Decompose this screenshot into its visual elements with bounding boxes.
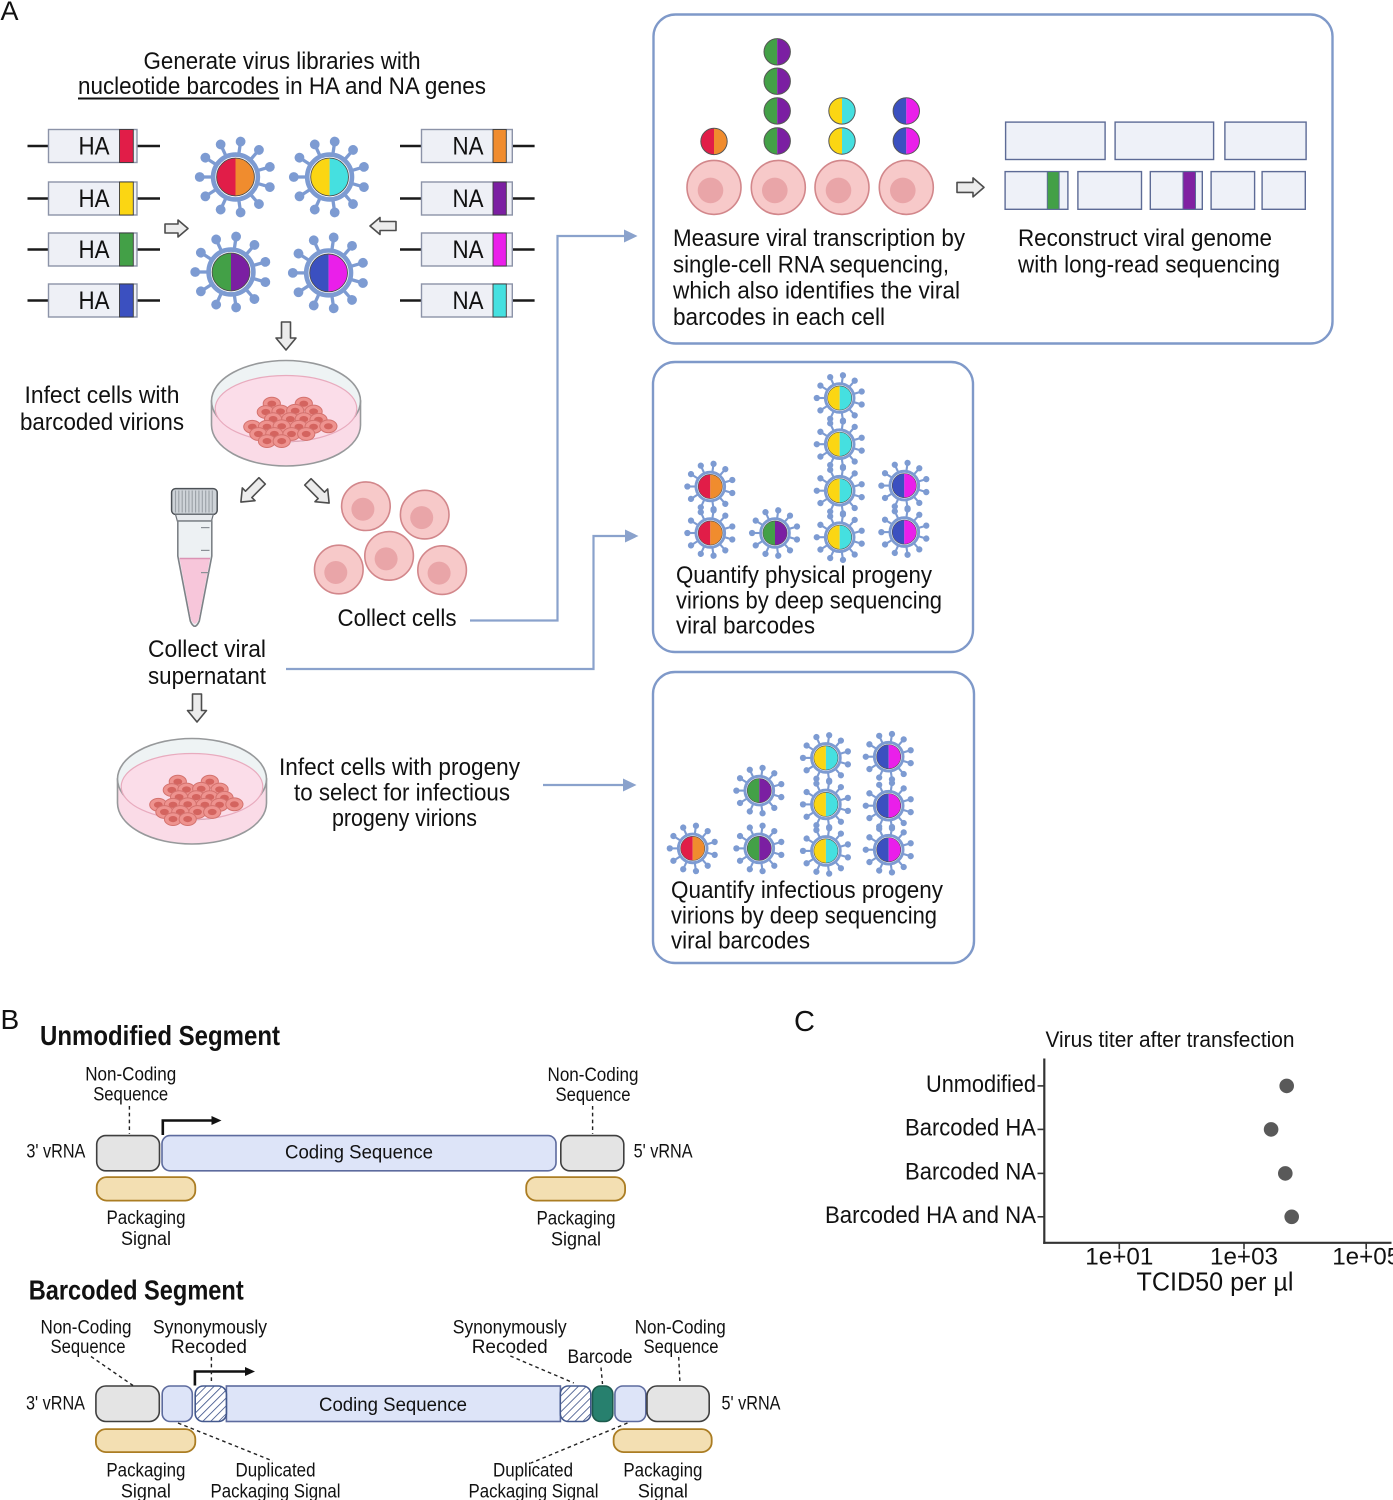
svg-text:5' vRNA: 5' vRNA [634, 1140, 693, 1162]
svg-text:Barcoded HA and NA: Barcoded HA and NA [825, 1202, 1036, 1229]
svg-text:Recoded: Recoded [472, 1337, 548, 1358]
svg-text:Packaging Signal: Packaging Signal [211, 1481, 341, 1500]
svg-text:Synonymously: Synonymously [153, 1317, 267, 1338]
svg-text:TCID50 per µl: TCID50 per µl [1137, 1267, 1294, 1297]
svg-text:Duplicated: Duplicated [236, 1461, 316, 1482]
svg-text:Reconstruct viral genome: Reconstruct viral genome [1018, 225, 1272, 252]
svg-text:NA: NA [453, 236, 484, 264]
svg-text:Packaging Signal: Packaging Signal [469, 1481, 599, 1500]
svg-text:Sequence: Sequence [556, 1085, 631, 1106]
svg-text:Recoded: Recoded [171, 1337, 247, 1358]
svg-text:viral barcodes: viral barcodes [676, 613, 815, 640]
svg-text:Coding Sequence: Coding Sequence [319, 1394, 467, 1416]
svg-text:Barcoded NA: Barcoded NA [905, 1159, 1036, 1186]
svg-text:A: A [1, 0, 19, 26]
svg-text:Packaging: Packaging [623, 1461, 702, 1482]
svg-text:Packaging: Packaging [537, 1209, 616, 1230]
svg-text:1e+05: 1e+05 [1332, 1244, 1393, 1271]
svg-text:supernatant: supernatant [148, 663, 266, 690]
svg-text:Sequence: Sequence [51, 1337, 126, 1358]
svg-text:Coding Sequence: Coding Sequence [285, 1142, 433, 1164]
svg-text:Generate virus libraries with: Generate virus libraries with [144, 48, 421, 75]
svg-text:HA: HA [79, 236, 110, 264]
svg-text:virions by deep sequencing: virions by deep sequencing [671, 902, 937, 929]
svg-text:Signal: Signal [551, 1229, 601, 1250]
svg-text:Quantify physical progeny: Quantify physical progeny [676, 562, 932, 589]
svg-text:Infect cells with: Infect cells with [25, 382, 180, 409]
svg-text:Barcoded Segment: Barcoded Segment [29, 1274, 244, 1305]
svg-text:viral barcodes: viral barcodes [671, 928, 810, 955]
svg-text:3' vRNA: 3' vRNA [26, 1393, 85, 1415]
svg-text:Infect cells with progeny: Infect cells with progeny [279, 754, 520, 781]
svg-text:B: B [1, 1004, 20, 1035]
svg-text:Duplicated: Duplicated [493, 1461, 573, 1482]
svg-text:barcodes in each cell: barcodes in each cell [673, 304, 885, 331]
svg-text:Collect viral: Collect viral [148, 636, 266, 663]
svg-text:with long-read sequencing: with long-read sequencing [1017, 252, 1280, 279]
svg-text:NA: NA [453, 287, 484, 315]
svg-text:Sequence: Sequence [644, 1337, 719, 1358]
svg-text:5' vRNA: 5' vRNA [722, 1393, 781, 1415]
svg-text:Measure viral transcription by: Measure viral transcription by [673, 225, 965, 252]
svg-text:nucleotide barcodes in HA and: nucleotide barcodes in HA and NA genes [78, 73, 486, 100]
svg-text:Packaging: Packaging [107, 1208, 186, 1229]
svg-text:Barcoded HA: Barcoded HA [905, 1115, 1036, 1142]
svg-text:HA: HA [79, 185, 110, 213]
svg-text:HA: HA [79, 133, 110, 161]
svg-text:which also identifies the vira: which also identifies the viral [672, 278, 960, 305]
svg-text:Unmodified Segment: Unmodified Segment [40, 1020, 280, 1051]
svg-text:3' vRNA: 3' vRNA [26, 1140, 85, 1162]
svg-text:Sequence: Sequence [93, 1084, 168, 1105]
svg-text:Non-Coding: Non-Coding [635, 1317, 726, 1338]
svg-text:Collect cells: Collect cells [338, 605, 457, 632]
svg-text:1e+03: 1e+03 [1210, 1244, 1278, 1271]
svg-text:Virus titer after transfection: Virus titer after transfection [1046, 1027, 1295, 1052]
svg-text:Synonymously: Synonymously [453, 1317, 567, 1338]
svg-text:to select for infectious: to select for infectious [294, 780, 510, 807]
svg-text:Signal: Signal [121, 1481, 171, 1500]
svg-text:Quantify infectious progeny: Quantify infectious progeny [671, 877, 943, 904]
svg-text:barcoded virions: barcoded virions [20, 409, 184, 436]
svg-text:Barcode: Barcode [568, 1347, 633, 1368]
svg-text:virions by deep sequencing: virions by deep sequencing [676, 587, 942, 614]
svg-text:NA: NA [453, 185, 484, 213]
svg-text:C: C [794, 1006, 815, 1038]
svg-text:NA: NA [453, 133, 484, 161]
svg-text:Signal: Signal [121, 1229, 171, 1250]
svg-text:1e+01: 1e+01 [1085, 1244, 1153, 1271]
svg-text:HA: HA [79, 287, 110, 315]
svg-text:Unmodified: Unmodified [926, 1071, 1036, 1098]
svg-text:Signal: Signal [638, 1481, 688, 1500]
svg-text:progeny virions: progeny virions [332, 805, 477, 832]
svg-text:Packaging: Packaging [106, 1461, 185, 1482]
svg-text:Non-Coding: Non-Coding [548, 1065, 639, 1086]
svg-text:single-cell RNA sequencing,: single-cell RNA sequencing, [673, 251, 949, 278]
svg-text:Non-Coding: Non-Coding [85, 1064, 176, 1085]
svg-text:Non-Coding: Non-Coding [41, 1317, 132, 1338]
